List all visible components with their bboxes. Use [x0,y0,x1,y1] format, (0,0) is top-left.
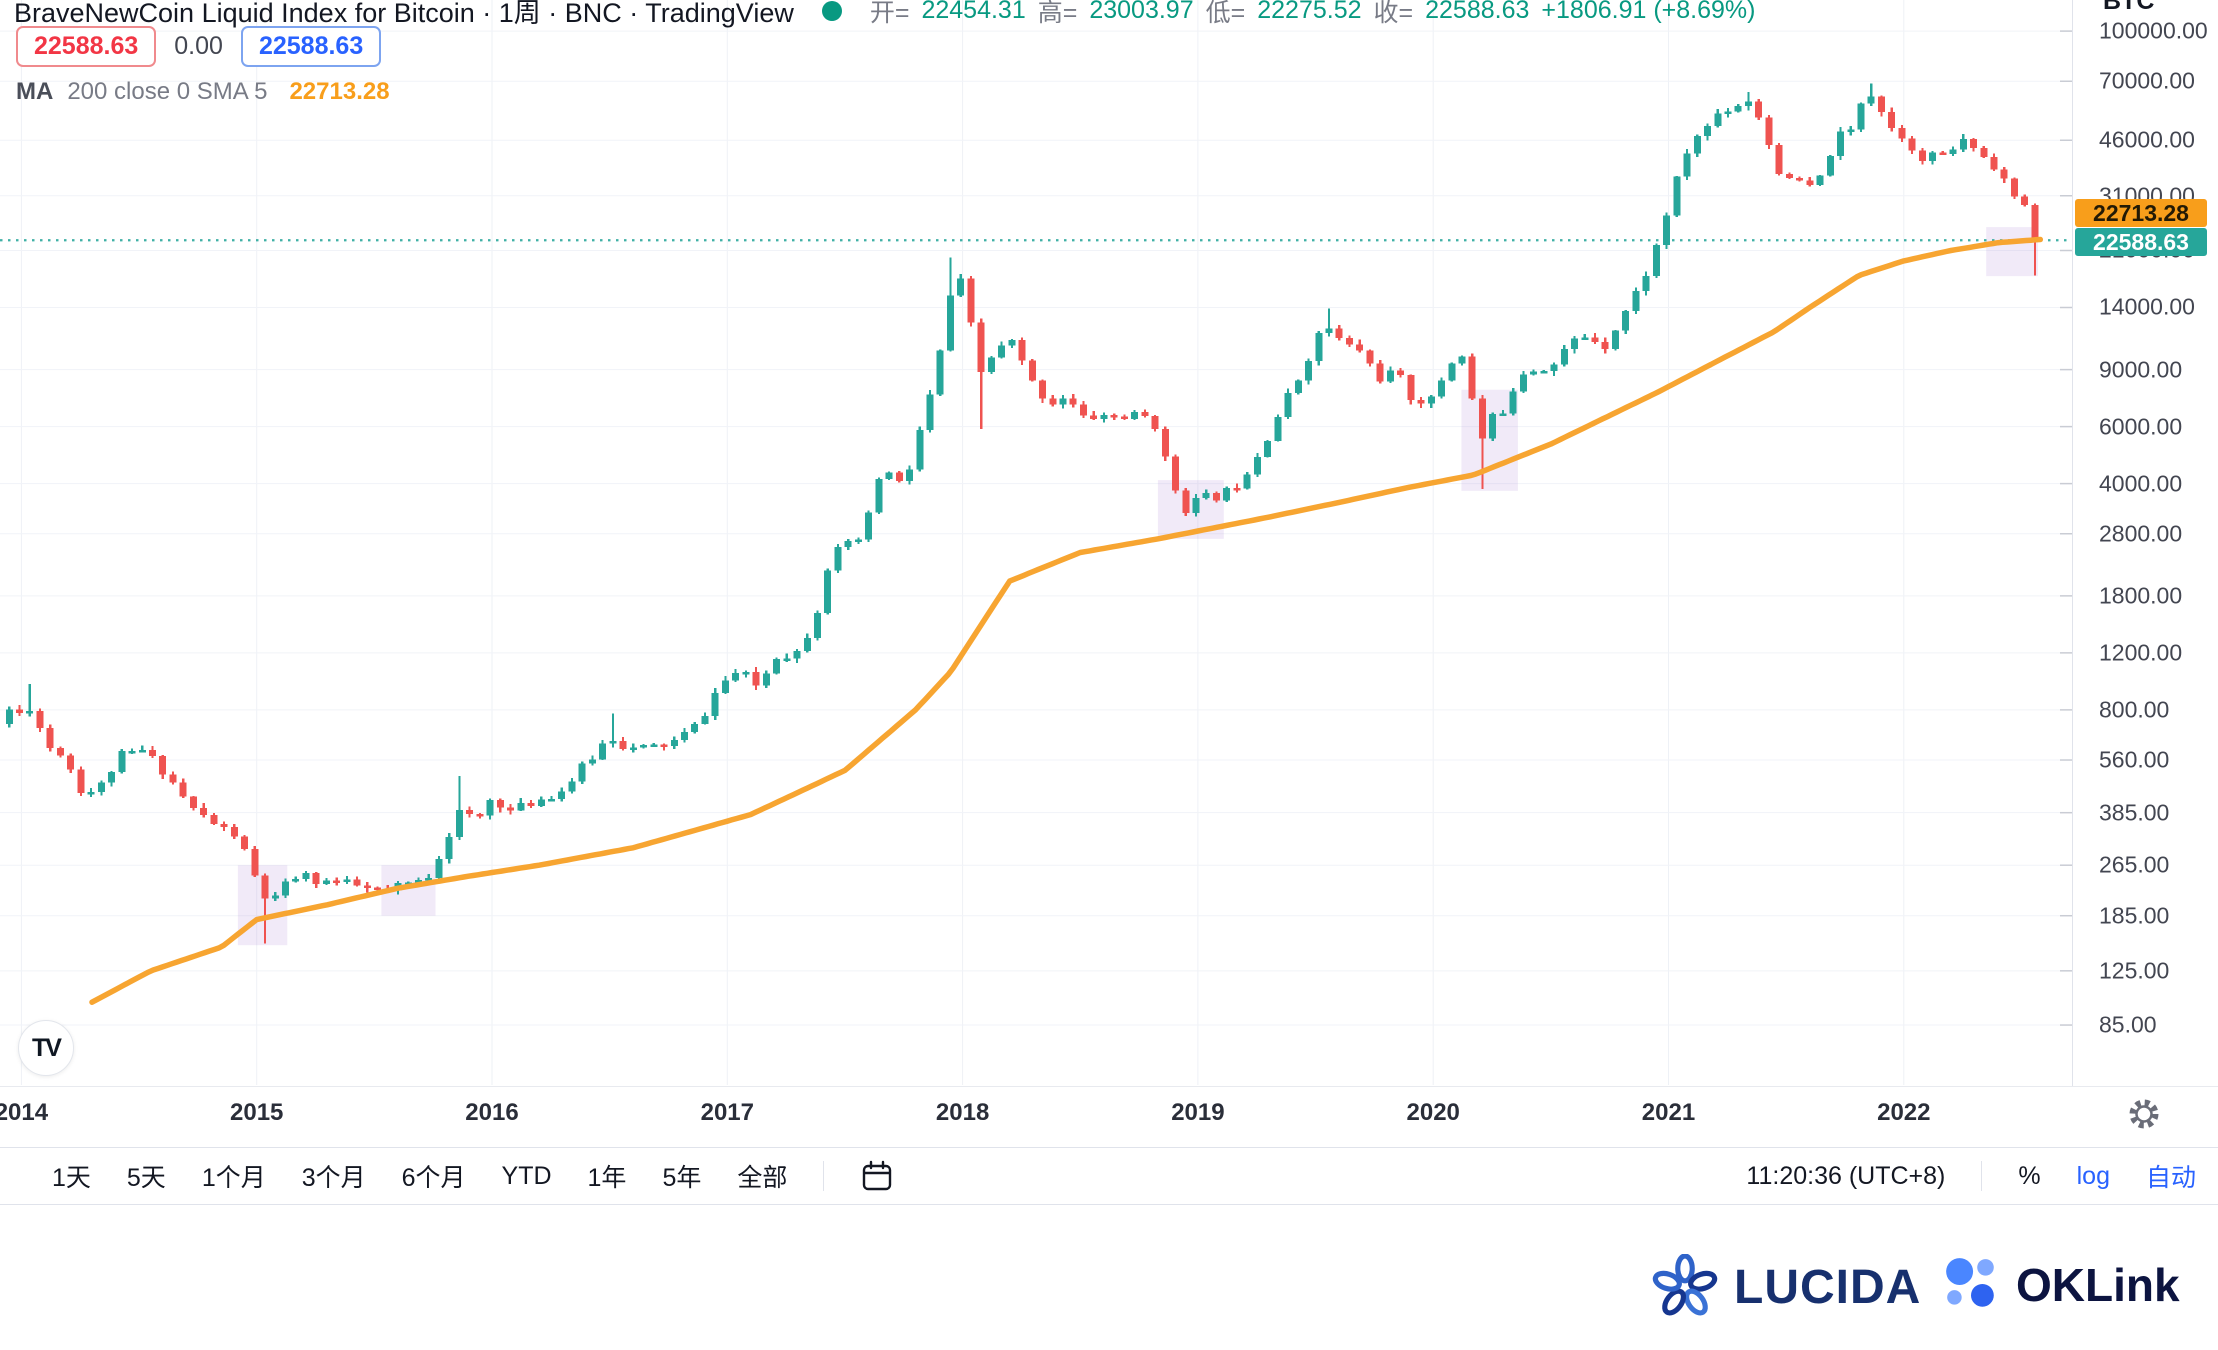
lucida-star-icon [1652,1254,1718,1316]
tradingview-logo[interactable]: TV [18,1020,74,1076]
log-scale-button[interactable]: log [2076,1161,2110,1190]
oklink-logo: OKLink [1942,1256,2180,1314]
range-button-5天[interactable]: 5天 [127,1158,166,1194]
price-axis-label: 560.00 [2099,746,2170,773]
price-axis-label: 800.00 [2099,696,2170,723]
low-label: 低= [1205,0,1246,27]
toolbar-divider [823,1161,825,1191]
price-axis-label: 385.00 [2099,799,2170,826]
candles [5,83,2039,944]
spread-value: 0.00 [174,32,223,60]
lucida-logo: LUCIDA [1652,1254,1921,1320]
price-axis-label: 1800.00 [2099,582,2183,609]
open-label: 开= [869,0,910,27]
percent-scale-button[interactable]: % [2018,1161,2041,1190]
high-label: 高= [1037,0,1078,27]
price-axis-label: 70000.00 [2099,67,2195,94]
x-axis-year-label: 2021 [1641,1099,1696,1126]
chart-plot-area[interactable] [0,0,2072,1085]
range-button-6个月[interactable]: 6个月 [402,1158,466,1194]
price-axis-label: 100000.00 [2099,17,2208,44]
open-value: 22454.31 [921,0,1026,24]
range-button-5年[interactable]: 5年 [662,1158,701,1194]
ma-indicator-value: 22713.28 [289,78,390,105]
x-axis-year-label: 2019 [1171,1099,1225,1126]
change-value: +1806.91 (+8.69%) [1541,0,1756,24]
ohlc-readout: 开= 22454.31 高= 23003.97 低= 22275.52 收= 22588… [870,0,1756,29]
x-axis-year-label: 2015 [229,1099,284,1126]
ma-price-tag: 22713.28 [2075,199,2207,227]
price-tick-marks [2060,30,2072,1026]
x-axis-year-label: 2014 [0,1099,49,1126]
auto-scale-button[interactable]: 自动 [2145,1164,2196,1192]
go-to-date-calendar-icon[interactable] [860,1159,894,1193]
tradingview-logo-glyph: TV [32,1033,62,1062]
price-axis-label: 46000.00 [2099,126,2195,153]
lucida-wordmark: LUCIDA [1734,1260,1922,1314]
price-axis-label: 6000.00 [2099,413,2183,440]
gear-icon[interactable] [2124,1094,2164,1134]
low-value: 22275.52 [1257,0,1362,24]
ma-indicator-params: 200 close 0 SMA 5 [67,78,268,105]
price-axis-label: 14000.00 [2099,293,2195,320]
x-axis-year-label: 2017 [700,1099,754,1126]
range-button-1个月[interactable]: 1个月 [202,1158,266,1194]
price-boxes-row: 22588.63 0.00 22588.63 [16,26,382,67]
ma-indicator-name: MA [16,78,54,105]
ma-200-line [89,236,2044,1005]
range-buttons-group: 1天 5天 1个月 3个月 6个月 YTD 1年 5年 全部 [52,1158,894,1194]
gridlines [0,0,2072,1085]
range-button-3个月[interactable]: 3个月 [302,1158,366,1194]
last-price-tag: 22588.63 [2075,228,2207,256]
price-axis-label: 2800.00 [2099,520,2183,547]
x-axis-year-label: 2020 [1406,1099,1460,1126]
time-axis[interactable]: 2014 2015 2016 2017 2018 2019 2020 2021 2022 [0,1086,2218,1147]
price-axis[interactable]: BTC 100000.0070000.0046000.0031000.00210… [2072,0,2218,1147]
sell-price-box[interactable]: 22588.63 [16,26,157,67]
range-button-1年[interactable]: 1年 [588,1158,627,1194]
price-axis-label: 265.00 [2099,851,2170,878]
clock-timezone[interactable]: 11:20:36 (UTC+8) [1746,1161,1946,1190]
candlestick-chart[interactable] [0,0,2072,1085]
price-axis-label: 9000.00 [2099,356,2183,383]
data-status-dot-icon [821,0,842,21]
footer-logos: LUCIDA OKLink [0,1240,2218,1350]
oklink-wordmark: OKLink [2016,1259,2180,1311]
range-button-全部[interactable]: 全部 [737,1158,787,1194]
range-button-YTD[interactable]: YTD [501,1161,552,1190]
x-axis-year-label: 2016 [465,1099,519,1126]
axis-symbol-label: BTC [2103,0,2155,15]
chart-title[interactable]: BraveNewCoin Liquid Index for Bitcoin · … [14,0,794,28]
price-axis-label: 1200.00 [2099,639,2183,666]
x-axis-year-label: 2018 [935,1099,990,1126]
high-value: 23003.97 [1089,0,1194,24]
buy-price-box[interactable]: 22588.63 [240,26,382,67]
range-button-1天[interactable]: 1天 [52,1158,91,1194]
axis-settings-group: 11:20:36 (UTC+8) % log 自动 [1746,1158,2196,1194]
close-label: 收= [1373,0,1414,27]
price-axis-label: 4000.00 [2099,470,2183,497]
toolbar-divider [1981,1161,1983,1191]
chart-header: BraveNewCoin Liquid Index for Bitcoin · … [14,0,1755,30]
oklink-dots-icon [1946,1258,1994,1307]
close-value: 22588.63 [1425,0,1530,24]
bottom-toolbar: 1天 5天 1个月 3个月 6个月 YTD 1年 5年 全部 11:20:36 (UTC+8) … [0,1147,2218,1205]
price-axis-label: 85.00 [2099,1011,2157,1038]
price-axis-label: 125.00 [2099,957,2170,984]
ma-indicator-row[interactable]: MA 200 close 0 SMA 5 22713.28 [16,78,390,106]
price-axis-label: 185.00 [2099,902,2170,929]
x-axis-year-label: 2022 [1877,1099,1931,1126]
